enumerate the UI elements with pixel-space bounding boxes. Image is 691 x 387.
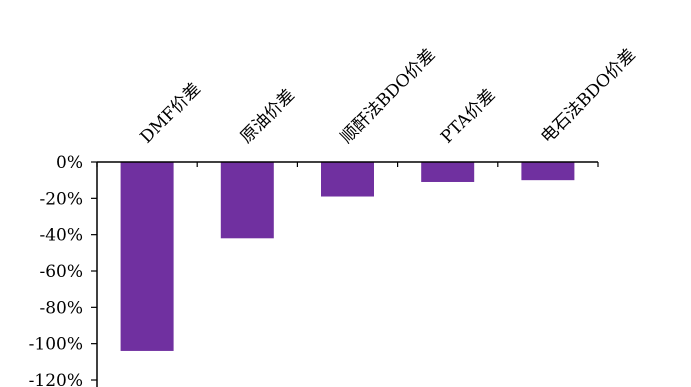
category-label: 原油价差: [237, 85, 299, 147]
y-tick-label: -80%: [39, 298, 83, 318]
category-label: PTA价差: [437, 85, 499, 147]
bar: [220, 162, 274, 239]
y-tick-label: -100%: [29, 335, 83, 355]
category-label: DMF价差: [136, 79, 204, 147]
y-tick-label: -20%: [39, 189, 83, 209]
y-tick-label: -40%: [39, 226, 83, 246]
category-label: 电石法BDO价差: [537, 45, 640, 148]
category-label: 顺酐法BDO价差: [337, 45, 440, 148]
bar: [120, 162, 174, 351]
bar: [321, 162, 374, 197]
bar: [521, 162, 575, 181]
bar: [421, 162, 475, 182]
y-tick-label: 0%: [56, 153, 83, 173]
bars: [120, 162, 575, 351]
y-tick-label: -120%: [29, 371, 83, 387]
y-tick-label: -60%: [39, 262, 83, 282]
y-axis-ticks: 0% -20% -40% -60% -80% -100% -120%: [29, 153, 599, 387]
